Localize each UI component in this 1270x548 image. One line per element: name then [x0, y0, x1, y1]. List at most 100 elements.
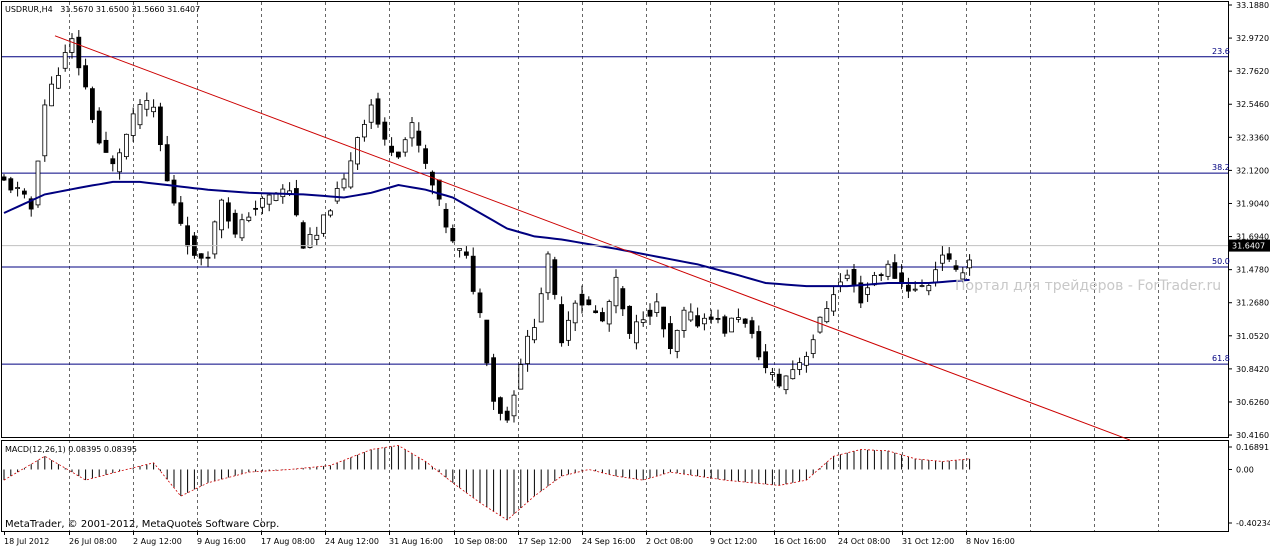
- candle-body: [470, 255, 476, 292]
- candle-body: [878, 274, 884, 276]
- candle-body: [137, 104, 143, 126]
- fibonacci-levels: 23.6 38.2 50.0 61.8: [2, 47, 1230, 365]
- candle-body: [300, 222, 306, 249]
- fibo-label: 23.6: [1212, 47, 1230, 56]
- time-label: 17 Sep 12:00: [518, 537, 571, 546]
- candle-body: [756, 331, 762, 358]
- time-label: 9 Aug 16:00: [197, 537, 246, 546]
- candle-body: [484, 319, 490, 364]
- time-label: 2 Aug 12:00: [133, 537, 182, 546]
- candle-body: [423, 148, 429, 164]
- candle-body: [545, 253, 551, 294]
- candle-body: [804, 356, 809, 366]
- time-label: 24 Sep 16:00: [582, 537, 635, 546]
- time-label: 16 Oct 16:00: [774, 537, 826, 546]
- candle-body: [477, 292, 483, 314]
- macd-axis-label: 0.16891: [1236, 443, 1269, 452]
- macd-axis: 0.16891 0.00 -0.40234: [1228, 443, 1270, 528]
- current-price-marker: [1229, 239, 1270, 252]
- candle-body: [83, 65, 88, 88]
- candle-body: [559, 304, 564, 344]
- main-chart-frame: [1, 1, 1229, 438]
- candle-body: [185, 225, 191, 247]
- candle-body: [164, 144, 170, 182]
- price-axis: 33.1880 32.9720 32.7620 32.5460 32.3360 32.12…: [2, 1, 1270, 440]
- candle-body: [361, 124, 367, 138]
- macd-signal-line: [3, 445, 970, 521]
- trendline-segment: [54, 35, 1131, 441]
- price-label: 31.2680: [1236, 299, 1269, 308]
- candle-body: [946, 253, 952, 260]
- candle-body: [681, 309, 687, 331]
- candle-body: [205, 256, 211, 259]
- candle-body: [518, 364, 524, 390]
- fibo-label: 61.8: [1212, 354, 1230, 363]
- candle-body: [532, 327, 537, 341]
- candle-body: [28, 198, 34, 210]
- candle-body: [157, 106, 163, 146]
- candle-body: [395, 151, 401, 158]
- candle-body: [56, 75, 61, 89]
- candle-body: [967, 259, 972, 269]
- candle-body: [198, 253, 204, 259]
- candle-body: [702, 317, 707, 325]
- candle-body: [178, 202, 184, 224]
- candle-body: [906, 284, 911, 292]
- candle-body: [593, 310, 598, 314]
- candle-body: [763, 351, 768, 369]
- price-label: 32.5460: [1236, 100, 1269, 109]
- candle-body: [661, 306, 666, 330]
- candle-body: [117, 152, 122, 173]
- candle-body: [844, 274, 850, 279]
- candle-body: [90, 88, 95, 120]
- price-label: 33.1880: [1236, 1, 1269, 10]
- candle-body: [790, 369, 796, 380]
- time-label: 17 Aug 08:00: [261, 537, 315, 546]
- candle-body: [797, 362, 802, 370]
- candle-body: [919, 285, 925, 287]
- candle-body: [600, 312, 605, 322]
- price-label: 32.9720: [1236, 34, 1269, 43]
- ohlc-values: 31.5670 31.6500 31.5660 31.6407: [60, 5, 200, 14]
- candlesticks: [1, 30, 972, 423]
- candle-body: [511, 394, 517, 417]
- time-label: 8 Nov 16:00: [966, 537, 1015, 546]
- candle-body: [729, 317, 734, 333]
- candle-body: [552, 259, 558, 295]
- candle-body: [8, 178, 14, 191]
- time-label: 31 Aug 16:00: [389, 537, 443, 546]
- candle-body: [933, 269, 938, 283]
- candle-body: [368, 104, 374, 123]
- price-label: 31.0520: [1236, 332, 1269, 341]
- candle-body: [259, 197, 265, 208]
- candle-body: [124, 133, 129, 158]
- candle-body: [416, 130, 422, 146]
- watermark-text: Портал для трейдеров - ForTrader.ru: [955, 278, 1221, 294]
- price-label: 32.7620: [1236, 67, 1269, 76]
- candle-body: [831, 294, 836, 312]
- candle-body: [266, 194, 272, 205]
- ma-line: [3, 180, 970, 288]
- copyright-text: MetaTrader, © 2001-2012, MetaQuotes Soft…: [5, 519, 279, 530]
- price-label: 30.4160: [1236, 431, 1269, 440]
- candle-body: [96, 110, 102, 144]
- candle-body: [810, 339, 816, 354]
- time-label: 18 Jul 2012: [4, 537, 49, 546]
- candle-body: [668, 323, 673, 350]
- price-label: 30.8420: [1236, 365, 1269, 374]
- candle-body: [341, 178, 347, 189]
- candle-body: [389, 145, 395, 153]
- price-label: 31.9040: [1236, 199, 1269, 208]
- candle-body: [49, 83, 54, 107]
- candle-body: [742, 318, 748, 324]
- candle-body: [21, 190, 27, 195]
- candle-body: [239, 219, 245, 239]
- candle-body: [375, 98, 381, 125]
- candle-body: [225, 202, 231, 222]
- candle-body: [674, 329, 680, 352]
- candle-body: [865, 287, 870, 295]
- candle-body: [42, 104, 48, 157]
- candle-body: [960, 272, 966, 280]
- candle-body: [232, 212, 238, 235]
